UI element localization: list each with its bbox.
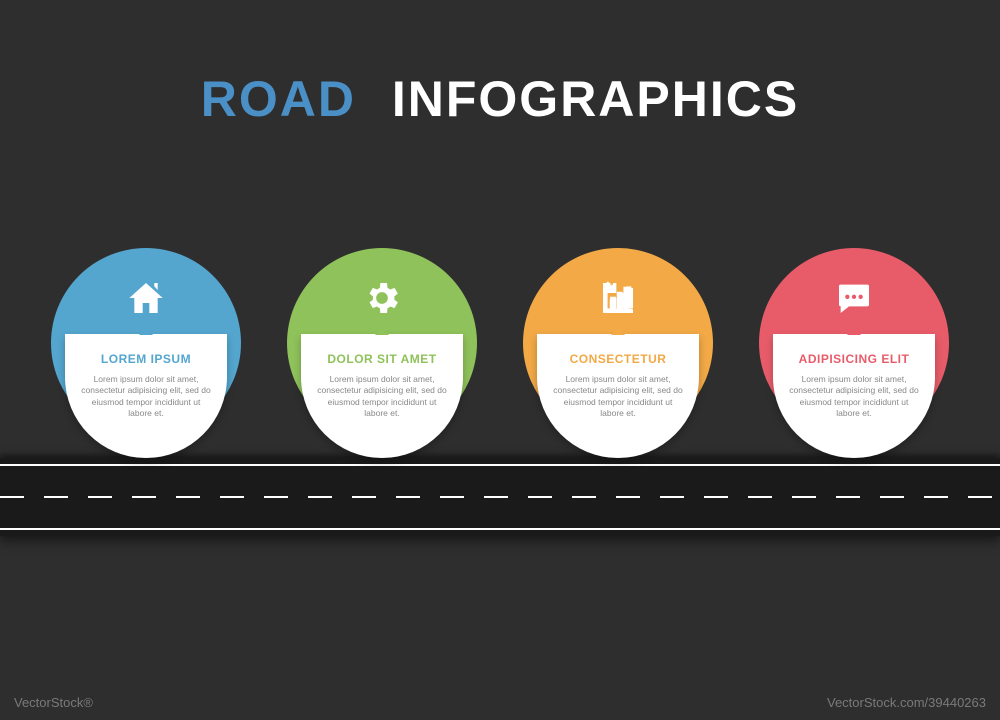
step-3-card: CONSECTETUR Lorem ipsum dolor sit amet, … xyxy=(537,334,699,458)
chart-icon xyxy=(596,276,640,320)
footer-id: VectorStock.com/39440263 xyxy=(827,695,986,710)
step-1-body: Lorem ipsum dolor sit amet, consectetur … xyxy=(81,374,211,420)
step-2: DOLOR SIT AMET Lorem ipsum dolor sit ame… xyxy=(287,248,477,488)
road-lane-dashes xyxy=(0,496,1000,498)
page-title: ROAD INFOGRAPHICS xyxy=(0,0,1000,128)
home-icon xyxy=(124,276,168,320)
step-3-pointer xyxy=(611,327,625,335)
step-2-card: DOLOR SIT AMET Lorem ipsum dolor sit ame… xyxy=(301,334,463,458)
step-2-body: Lorem ipsum dolor sit amet, consectetur … xyxy=(317,374,447,420)
step-1: LOREM IPSUM Lorem ipsum dolor sit amet, … xyxy=(51,248,241,488)
title-word-2: INFOGRAPHICS xyxy=(392,71,799,127)
message-icon xyxy=(832,276,876,320)
steps-row: LOREM IPSUM Lorem ipsum dolor sit amet, … xyxy=(0,248,1000,488)
step-1-pointer xyxy=(139,327,153,335)
step-4-body: Lorem ipsum dolor sit amet, consectetur … xyxy=(789,374,919,420)
step-4-card: ADIPISICING ELIT Lorem ipsum dolor sit a… xyxy=(773,334,935,458)
title-word-1: ROAD xyxy=(201,71,356,127)
step-4-pointer xyxy=(847,327,861,335)
step-3: CONSECTETUR Lorem ipsum dolor sit amet, … xyxy=(523,248,713,488)
step-2-pointer xyxy=(375,327,389,335)
step-4: ADIPISICING ELIT Lorem ipsum dolor sit a… xyxy=(759,248,949,488)
gear-icon xyxy=(360,276,404,320)
step-1-card: LOREM IPSUM Lorem ipsum dolor sit amet, … xyxy=(65,334,227,458)
footer-brand: VectorStock® xyxy=(14,695,93,710)
step-3-title: CONSECTETUR xyxy=(553,352,683,366)
step-2-title: DOLOR SIT AMET xyxy=(317,352,447,366)
step-1-title: LOREM IPSUM xyxy=(81,352,211,366)
step-3-body: Lorem ipsum dolor sit amet, consectetur … xyxy=(553,374,683,420)
step-4-title: ADIPISICING ELIT xyxy=(789,352,919,366)
